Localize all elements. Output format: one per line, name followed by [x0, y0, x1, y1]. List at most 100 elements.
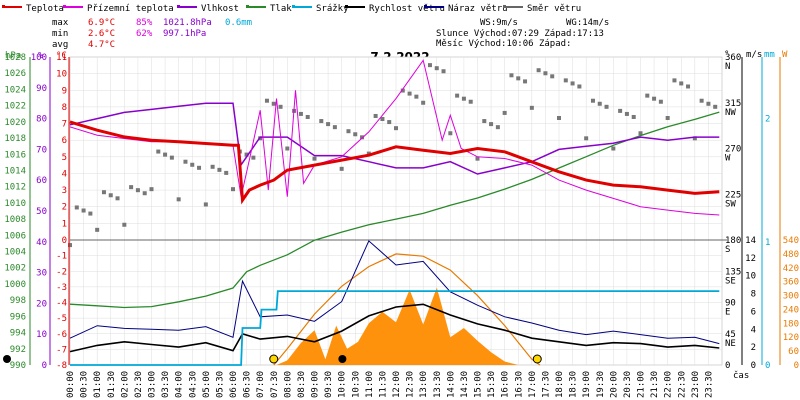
hpa-tick: 1024	[4, 85, 26, 95]
solar-tick: 180	[783, 319, 799, 329]
wind-tick: 0	[751, 361, 756, 371]
wind-direction-point	[475, 156, 480, 161]
wind-direction-point	[326, 122, 331, 127]
x-tick: 07:00	[256, 371, 266, 398]
hpa-tick: 1018	[4, 134, 26, 144]
solar-area	[276, 287, 519, 365]
wind-direction-point	[611, 146, 616, 151]
x-tick: 23:00	[691, 371, 701, 398]
axis-label-direction: °	[724, 50, 729, 60]
x-tick: 22:30	[677, 371, 687, 398]
temp-tick: -2	[56, 267, 67, 277]
wind-direction-point	[251, 155, 256, 160]
legend-label: Náraz větru	[448, 4, 508, 14]
direction-tick: S	[725, 245, 730, 255]
wind-direction-point	[414, 94, 419, 99]
percent-tick: 60	[36, 176, 47, 186]
axis-label-percent: %	[38, 51, 44, 61]
wind-direction-point	[312, 156, 317, 161]
x-tick: 14:30	[460, 371, 470, 398]
wind-direction-point	[652, 96, 657, 101]
series-line	[69, 120, 720, 205]
x-tick: 19:00	[582, 371, 592, 398]
temp-tick: 1	[62, 219, 67, 229]
wind-direction-point	[427, 63, 432, 68]
wind-direction-point	[421, 100, 426, 105]
wind-direction-point	[394, 126, 398, 131]
wind-direction-point	[101, 190, 106, 195]
stat-avg-temp: 4.7°C	[88, 40, 115, 50]
wind-direction-point	[74, 205, 79, 210]
stat-min-press: 997.1hPa	[163, 29, 206, 39]
x-tick: 11:30	[378, 371, 388, 398]
wind-direction-point	[638, 131, 643, 136]
x-tick: 13:00	[419, 371, 429, 398]
solar-tick: 360	[783, 278, 799, 288]
wind-direction-point	[244, 152, 249, 157]
x-tick: 01:00	[93, 371, 103, 398]
x-tick: 09:00	[311, 371, 321, 398]
sun-marker	[269, 354, 279, 364]
wind-direction-point	[523, 79, 528, 84]
wind-direction-point	[231, 187, 235, 192]
wind-direction-point	[441, 69, 446, 74]
series-line	[69, 102, 720, 175]
temp-tick: -7	[56, 345, 67, 355]
series-line	[69, 303, 720, 353]
moon-marker	[338, 355, 347, 363]
axis-label-rain: mm	[764, 50, 775, 60]
temp-tick: -6	[56, 330, 67, 340]
wind-direction-point	[68, 243, 72, 248]
temp-tick: -4	[56, 299, 67, 309]
wind-direction-point	[319, 119, 324, 124]
axes-layer: hPa% °C1028102610241022102010181016101410…	[4, 50, 799, 398]
x-tick: 03:30	[161, 371, 171, 398]
wind-tick: 10	[745, 272, 756, 282]
hpa-tick: 1002	[4, 264, 26, 274]
temp-tick: 9	[62, 86, 67, 96]
solar-tick: 120	[783, 333, 799, 343]
wind-direction-point	[645, 93, 650, 98]
wind-direction-point	[536, 68, 541, 73]
x-tick: 15:00	[474, 371, 484, 398]
rain-tick: 0	[765, 361, 770, 371]
percent-tick: 50	[36, 207, 47, 217]
wind-direction-point	[455, 93, 460, 98]
wind-direction-point	[217, 167, 222, 172]
x-tick: 06:00	[229, 371, 239, 398]
x-tick: 03:00	[148, 371, 158, 398]
direction-tick: 135	[725, 267, 741, 277]
axis-label-hpa: hPa	[5, 51, 21, 61]
temp-tick: 5	[62, 153, 67, 163]
sun-marker	[532, 354, 542, 364]
hpa-tick: 998	[10, 296, 26, 306]
wind-direction-point	[407, 91, 412, 96]
series-line	[69, 111, 720, 309]
hpa-tick: 1022	[4, 102, 26, 112]
wind-direction-point	[550, 74, 555, 79]
wind-direction-point	[570, 81, 575, 86]
stat-max-temp: 6.9°C	[88, 18, 115, 28]
x-tick: 05:30	[215, 371, 225, 398]
stat-avg-label: avg	[52, 40, 68, 50]
wind-direction-point	[468, 99, 473, 104]
x-tick: 06:30	[243, 371, 253, 398]
wind-direction-point	[366, 151, 371, 156]
hpa-tick: 1026	[4, 69, 26, 79]
wind-direction-point	[482, 119, 487, 124]
x-tick: 22:00	[664, 371, 674, 398]
x-tick: 13:30	[433, 371, 443, 398]
stat-max-rain: 0.6mm	[225, 18, 252, 28]
wind-direction-point	[373, 113, 378, 118]
rain-tick: 1	[765, 238, 770, 248]
wind-direction-point	[563, 78, 568, 83]
stat-max-hum: 85%	[136, 18, 153, 28]
wind-direction-point	[380, 117, 385, 122]
wind-direction-point	[509, 73, 514, 78]
temp-tick: 11	[56, 53, 67, 63]
temp-tick: 4	[62, 169, 67, 179]
wind-direction-point	[142, 191, 147, 196]
percent-tick: 30	[36, 269, 47, 279]
x-tick: 10:30	[351, 371, 361, 398]
